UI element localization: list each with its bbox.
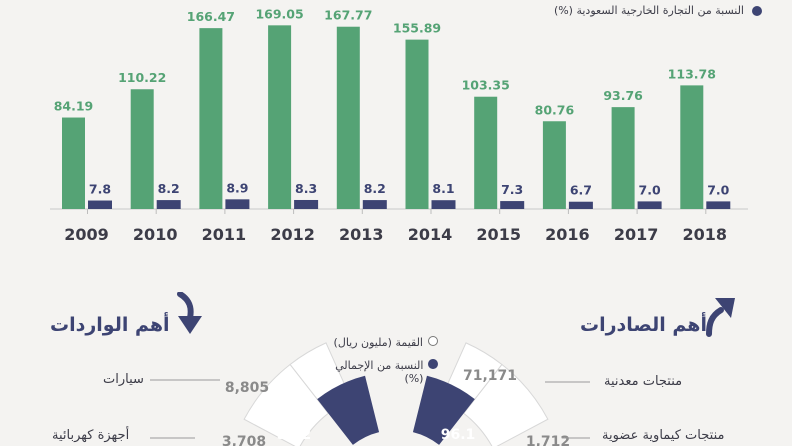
bar-ratio-label: 8.9 [226,180,248,195]
bar-value [268,25,292,209]
bar-ratio [362,200,387,209]
bar-ratio-label: 7.8 [89,182,111,197]
bar-value [130,89,154,209]
chart-legend: النسبة من التجارة الخارجية السعودية (%) [554,4,762,17]
legend-ratio-label: النسبة من التجارة الخارجية السعودية (%) [553,4,744,17]
bar-value-label: 167.77 [324,8,372,23]
x-tick-label: 2016 [545,225,590,244]
x-tick-label: 2015 [476,225,521,244]
legend-value-row: القيمة (مليون ريال) [318,336,438,349]
x-tick-label: 2012 [270,225,315,244]
x-tick-label: 2017 [614,225,659,244]
bar-value-label: 155.89 [393,21,441,36]
exports-title: أهم الصادرات [580,314,707,336]
bar-value-label: 80.76 [535,102,575,117]
export-item-label: منتجات كيماوية عضوية [602,428,725,443]
x-tick-label: 2018 [683,225,728,244]
bar-ratio [706,201,731,209]
bar-ratio-label: 7.0 [707,182,729,197]
legend-value-label: القيمة (مليون ريال) [333,336,423,349]
export-item-label: منتجات معدنية [604,374,683,389]
x-tick-label: 2014 [408,225,453,244]
x-tick-label: 2010 [133,225,178,244]
import-value-label: 8,805 [225,380,269,396]
import-value-label: 3,708 [222,434,266,446]
bar-ratio [637,201,662,209]
bar-ratio [88,200,112,209]
up-arrow-icon [706,298,735,337]
bar-value-label: 166.47 [187,9,235,24]
legend-navy-dot [752,5,762,16]
bar-ratio [500,201,525,209]
imports-title: أهم الواردات [50,314,170,336]
bar-value-label: 93.76 [603,88,643,103]
bar-value-label: 84.19 [54,99,94,114]
legend-percent-row: النسبة من الإجمالي (%) [318,359,438,385]
bar-ratio [431,200,456,209]
bar-value [680,85,704,209]
legend-percent-label: النسبة من الإجمالي (%) [335,359,424,385]
legend-hollow-dot [428,336,438,346]
donut-outer-sector [463,363,549,446]
bar-ratio-label: 8.1 [432,181,454,196]
bar-value [336,26,360,210]
export-value-label: 1,712 [526,434,570,446]
donut-percent-sector [412,375,475,445]
bar-ratio [156,200,181,209]
import-item-label: أجهزة كهربائية [52,428,130,443]
bar-ratio-label: 8.2 [364,181,386,196]
x-tick-label: 2013 [339,225,384,244]
bar-value-label: 169.05 [255,6,303,21]
bar-ratio [568,201,593,209]
bar-value [474,96,498,209]
export-percent-label: 96.1 [441,427,476,443]
bar-ratio-label: 6.7 [570,183,592,198]
bar-ratio-label: 8.2 [158,181,180,196]
down-arrow-icon [177,292,202,334]
bar-ratio [294,199,319,209]
x-tick-label: 2011 [202,225,247,244]
bar-value [542,121,566,209]
bar-value-label: 110.22 [118,70,166,85]
legend-navy-dot [428,359,438,369]
bar-ratio-label: 8.3 [295,181,317,196]
export-value-label: 71,171 [463,368,517,384]
bar-ratio-label: 7.3 [501,182,523,197]
x-tick-label: 2009 [64,225,109,244]
import-item-label: سيارات [103,372,144,387]
donut-percent-sector [317,375,380,445]
bars-group: 84.19 7.8 2009 110.22 8.2 2010 166.47 8.9 2011 16… [50,6,748,244]
donut-legend: القيمة (مليون ريال) النسبة من الإجمالي (… [318,336,438,395]
donuts-group: 8,805 3,708 58.2 71,171 1,712 96.1 [150,342,590,446]
bar-value-label: 103.35 [462,78,510,93]
bar-value [62,117,85,209]
bar-ratio-label: 7.0 [639,182,661,197]
bar-value [199,28,223,209]
bar-value [611,107,635,209]
bar-value [405,39,429,209]
bar-value-label: 113.78 [668,66,716,81]
import-percent-label: 58.2 [277,427,312,443]
bar-ratio [225,199,250,209]
